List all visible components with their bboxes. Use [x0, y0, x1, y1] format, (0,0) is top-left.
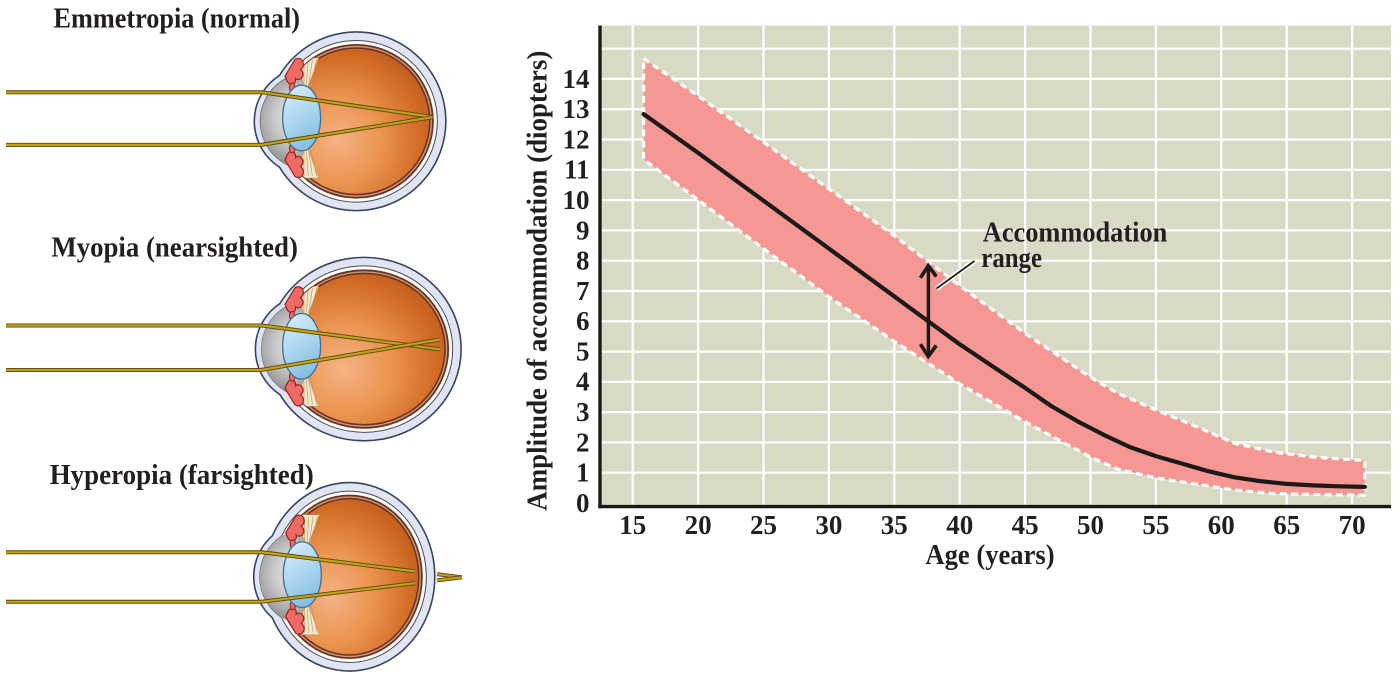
- svg-text:20: 20: [685, 510, 712, 540]
- svg-text:10: 10: [563, 185, 590, 215]
- svg-text:Accommodation: Accommodation: [983, 217, 1168, 248]
- svg-text:35: 35: [881, 510, 908, 540]
- svg-text:15: 15: [619, 510, 646, 540]
- svg-text:70: 70: [1339, 510, 1366, 540]
- svg-text:Hyperopia (farsighted): Hyperopia (farsighted): [50, 460, 314, 491]
- svg-text:55: 55: [1142, 510, 1169, 540]
- svg-text:3: 3: [576, 397, 590, 427]
- svg-text:range: range: [981, 243, 1042, 274]
- svg-text:40: 40: [946, 510, 973, 540]
- svg-text:50: 50: [1077, 510, 1104, 540]
- svg-text:13: 13: [563, 94, 590, 124]
- svg-text:6: 6: [576, 306, 590, 336]
- svg-text:7: 7: [576, 276, 590, 306]
- svg-text:5: 5: [576, 336, 590, 366]
- svg-text:30: 30: [815, 510, 842, 540]
- svg-text:8: 8: [576, 246, 590, 276]
- svg-text:9: 9: [576, 215, 590, 245]
- svg-text:0: 0: [576, 488, 590, 518]
- svg-text:11: 11: [564, 155, 590, 185]
- svg-text:Amplitude of accommodation (di: Amplitude of accommodation (diopters): [523, 51, 554, 511]
- svg-text:60: 60: [1208, 510, 1235, 540]
- svg-text:45: 45: [1012, 510, 1039, 540]
- svg-text:Myopia (nearsighted): Myopia (nearsighted): [51, 233, 298, 264]
- svg-text:14: 14: [563, 64, 590, 94]
- svg-text:Emmetropia (normal): Emmetropia (normal): [54, 4, 301, 35]
- svg-text:25: 25: [750, 510, 777, 540]
- svg-text:12: 12: [563, 124, 590, 154]
- svg-text:4: 4: [576, 367, 590, 397]
- svg-text:1: 1: [576, 458, 590, 488]
- svg-text:65: 65: [1273, 510, 1300, 540]
- svg-text:2: 2: [576, 427, 590, 457]
- svg-text:Age (years): Age (years): [925, 539, 1054, 571]
